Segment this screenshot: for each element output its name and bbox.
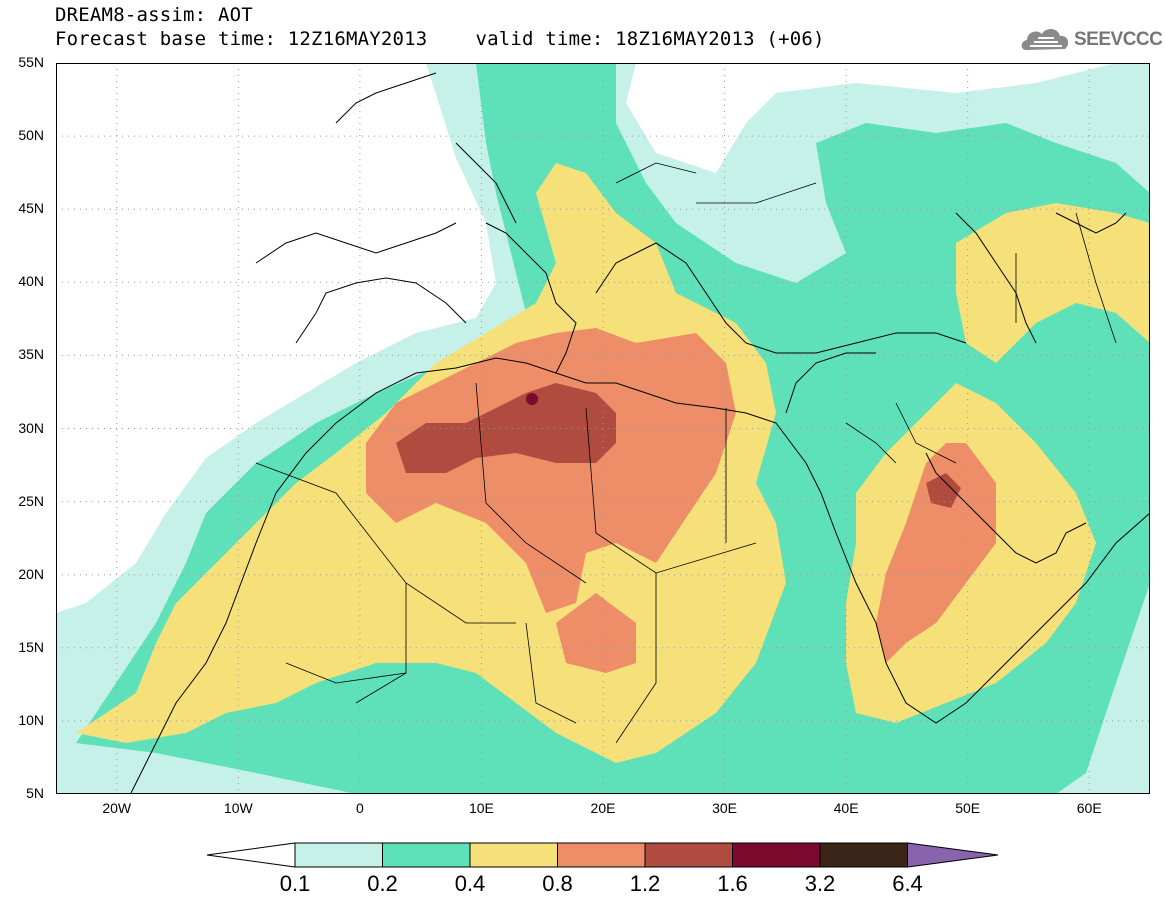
cloud-icon bbox=[1021, 28, 1069, 50]
legend-label: 0.8 bbox=[542, 871, 573, 896]
legend-label: 0.1 bbox=[279, 871, 311, 896]
legend-swatch bbox=[557, 842, 646, 868]
lat-label: 10N bbox=[18, 711, 44, 728]
lon-label: 60E bbox=[1076, 800, 1102, 816]
seevccc-logo: SEEVCCC bbox=[1018, 20, 1163, 60]
legend-swatch bbox=[644, 842, 733, 868]
color-legend bbox=[206, 842, 999, 868]
lat-label: 55N bbox=[18, 54, 44, 70]
aot-band-1.6 bbox=[526, 393, 538, 405]
lat-label: 35N bbox=[18, 346, 44, 363]
country-borders bbox=[255, 162, 1117, 744]
legend-arrow-high bbox=[907, 842, 999, 868]
forecast-times: Forecast base time: 12Z16MAY2013 valid ti… bbox=[55, 28, 825, 50]
coastlines bbox=[130, 72, 1150, 794]
lon-label: 30E bbox=[712, 800, 737, 816]
aot-band-0.8 bbox=[366, 328, 996, 673]
lat-label: 5N bbox=[26, 785, 44, 801]
legend-swatch bbox=[294, 842, 383, 868]
legend-arrow-low bbox=[206, 842, 296, 868]
legend-swatch bbox=[732, 842, 821, 868]
legend-label: 1.2 bbox=[629, 871, 661, 896]
lat-label: 30N bbox=[18, 419, 44, 436]
lat-label: 15N bbox=[18, 638, 44, 655]
legend-swatch bbox=[469, 842, 558, 868]
legend-label: 1.6 bbox=[717, 871, 748, 896]
lon-label: 10W bbox=[223, 800, 253, 816]
map-border bbox=[56, 63, 1150, 794]
legend-label: 0.4 bbox=[454, 871, 486, 896]
lon-label: 10E bbox=[468, 800, 494, 816]
legend-label: 0.2 bbox=[367, 871, 398, 896]
lat-label: 45N bbox=[18, 200, 44, 217]
lat-label: 40N bbox=[18, 273, 44, 290]
lon-label: 20W bbox=[102, 800, 132, 816]
lon-label: 50E bbox=[955, 800, 981, 816]
lat-label: 20N bbox=[18, 565, 44, 582]
logo-text: SEEVCCC bbox=[1074, 29, 1163, 50]
lat-label: 50N bbox=[18, 127, 44, 144]
lon-label: 40E bbox=[833, 800, 859, 816]
base-time: Forecast base time: 12Z16MAY2013 bbox=[55, 28, 428, 50]
lon-label: 20E bbox=[590, 800, 616, 816]
aot-map bbox=[56, 63, 1150, 794]
legend-swatch bbox=[819, 842, 908, 868]
lat-label: 25N bbox=[18, 492, 44, 509]
legend-label: 6.4 bbox=[892, 871, 923, 896]
map-title: DREAM8-assim: AOT bbox=[55, 4, 253, 26]
legend-label: 3.2 bbox=[804, 871, 836, 896]
lon-label: 0 bbox=[355, 800, 364, 816]
legend-swatch bbox=[382, 842, 471, 868]
valid-time: valid time: 18Z16MAY2013 (+06) bbox=[475, 28, 825, 50]
map-area bbox=[56, 63, 1150, 794]
